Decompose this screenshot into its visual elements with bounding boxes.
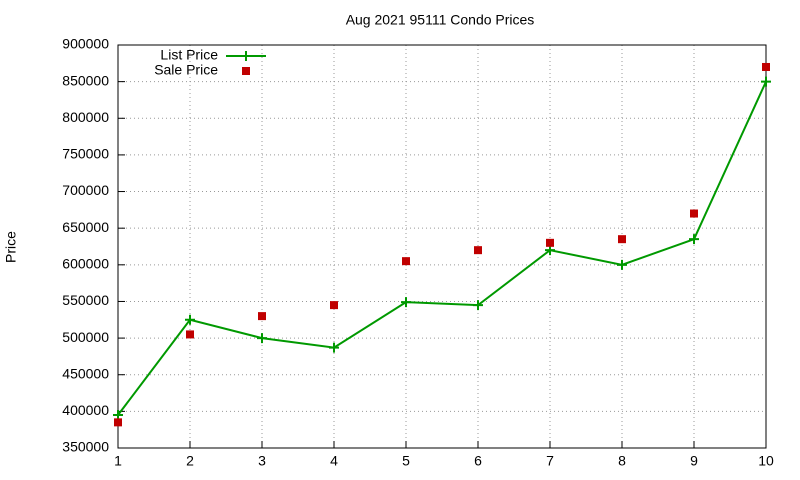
x-tick-label: 8: [618, 453, 626, 469]
y-tick-label: 800000: [62, 109, 109, 125]
point-marker: [690, 209, 698, 218]
y-axis-label: Price: [3, 231, 19, 263]
point-marker: [761, 76, 771, 87]
point-marker: [114, 418, 122, 427]
y-tick-label: 900000: [62, 36, 109, 52]
x-tick-label: 3: [258, 453, 266, 469]
point-marker: [401, 297, 411, 308]
x-tick-label: 4: [330, 453, 338, 469]
series-line: [117, 81, 767, 416]
y-tick-label: 550000: [62, 292, 109, 308]
x-tick-label: 7: [546, 453, 554, 469]
point-marker: [185, 314, 195, 325]
y-tick-label: 700000: [62, 182, 109, 198]
legend-label: List Price: [160, 47, 218, 63]
point-marker: [474, 246, 482, 255]
point-marker: [330, 301, 338, 310]
point-marker: [762, 62, 770, 71]
point-marker: [329, 342, 339, 353]
y-tick-label: 650000: [62, 219, 109, 235]
x-tick-label: 10: [758, 453, 774, 469]
y-tick-label: 500000: [62, 329, 109, 345]
point-marker: [473, 300, 483, 311]
chart-title: Aug 2021 95111 Condo Prices: [346, 12, 535, 28]
x-tick-label: 9: [690, 453, 698, 469]
y-tick-label: 350000: [62, 439, 109, 455]
y-tick-label: 600000: [62, 256, 109, 272]
point-marker: [186, 330, 194, 339]
x-tick-label: 5: [402, 453, 410, 469]
point-marker: [546, 238, 554, 247]
y-tick-label: 750000: [62, 146, 109, 162]
y-tick-label: 450000: [62, 365, 109, 381]
legend-marker: [242, 67, 250, 75]
x-tick-label: 6: [474, 453, 482, 469]
point-marker: [618, 235, 626, 244]
y-tick-label: 850000: [62, 72, 109, 88]
x-tick-label: 2: [186, 453, 194, 469]
point-marker: [402, 257, 410, 266]
point-marker: [617, 259, 627, 270]
legend-marker: [241, 51, 251, 61]
plot-border: [117, 44, 767, 449]
x-tick-label: 1: [114, 453, 122, 469]
point-marker: [258, 312, 266, 321]
point-marker: [257, 333, 267, 344]
y-tick-label: 400000: [62, 402, 109, 418]
point-marker: [689, 234, 699, 245]
legend-label: Sale Price: [154, 62, 218, 78]
